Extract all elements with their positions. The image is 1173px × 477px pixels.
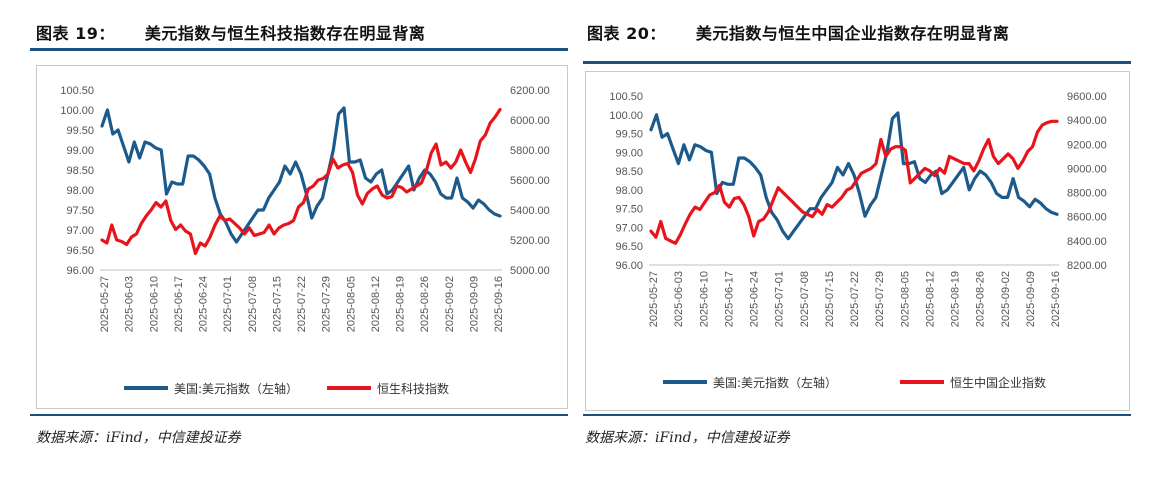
y-left-tick-label: 96.50: [66, 245, 94, 257]
legend-label: 恒生科技指数: [377, 381, 449, 396]
x-tick-label: 2025-06-24: [198, 276, 210, 332]
x-tick-label: 2025-08-26: [419, 276, 431, 332]
x-tick-label: 2025-07-29: [874, 271, 886, 327]
y-left-tick-label: 97.00: [615, 222, 643, 234]
hang-seng-index-line: [649, 119, 1059, 245]
x-tick-label: 2025-06-03: [673, 271, 685, 327]
y-right-tick-label: 9600.00: [1067, 91, 1107, 103]
y-right-tick-label: 9000.00: [1067, 163, 1107, 175]
chart-panel-right: 图表 20： 美元指数与恒生中国企业指数存在明显背离 100.50 100.00 99…: [583, 0, 1173, 477]
title-rule-right: [583, 61, 1131, 64]
figure-caption-right: 美元指数与恒生中国企业指数存在明显背离: [695, 24, 1010, 43]
y-right-tick-label: 9400.00: [1067, 115, 1107, 127]
x-tick-label: 2025-08-12: [370, 276, 382, 332]
x-tick-label: 2025-06-17: [173, 276, 185, 332]
figure-title-left: 图表 19： 美元指数与恒生科技指数存在明显背离: [36, 20, 425, 44]
y-right-tick-label: 8800.00: [1067, 188, 1107, 200]
y-right-tick-label: 8600.00: [1067, 212, 1107, 224]
y-left-tick-label: 98.50: [615, 166, 643, 178]
x-tick-label: 2025-07-15: [824, 271, 836, 327]
x-tick-label: 2025-07-08: [247, 276, 259, 332]
legend-label: 美国:美元指数（左轴）: [713, 375, 837, 390]
y-left-tick-label: 100.50: [609, 91, 643, 103]
x-tick-label: 2025-08-05: [899, 271, 911, 327]
y-left-tick-label: 97.50: [615, 204, 643, 216]
x-tick-label: 2025-07-29: [321, 276, 333, 332]
y-right-tick-label: 5400.00: [510, 205, 550, 217]
y-left-tick-label: 99.00: [66, 145, 94, 157]
y-right-tick-label: 6000.00: [510, 115, 550, 127]
hang-seng-index-line: [100, 107, 502, 256]
x-tick-label: 2025-09-02: [444, 276, 456, 332]
figure-caption-left: 美元指数与恒生科技指数存在明显背离: [144, 24, 426, 43]
x-tick-label: 2025-07-01: [222, 276, 234, 332]
x-tick-label: 2025-07-08: [799, 271, 811, 327]
y-right-tick-label: 8200.00: [1067, 260, 1107, 272]
y-left-tick-label: 98.00: [615, 185, 643, 197]
line-chart-left: 100.50 100.00 99.50 99.00 98.50 98.00 97.50 97.…: [60, 85, 550, 396]
x-tick-label: 2025-05-27: [99, 276, 111, 332]
source-note-left: 数据来源：iFind，中信建投证券: [36, 430, 241, 446]
x-tick-label: 2025-07-22: [849, 271, 861, 327]
y-left-tick-label: 96.00: [615, 260, 643, 272]
y-right-tick-label: 6200.00: [510, 85, 550, 97]
x-tick-label: 2025-09-09: [468, 276, 480, 332]
figure-title-right: 图表 20： 美元指数与恒生中国企业指数存在明显背离: [587, 20, 1009, 44]
x-tick-label: 2025-05-27: [648, 271, 660, 327]
y-left-tick-label: 97.50: [66, 205, 94, 217]
bottom-rule-right: [583, 414, 1131, 416]
y-left-tick-label: 98.00: [66, 185, 94, 197]
x-tick-label: 2025-09-02: [1000, 271, 1012, 327]
x-tick-label: 2025-09-09: [1025, 271, 1037, 327]
y-right-tick-label: 5800.00: [510, 145, 550, 157]
figure-number-right: 图表 20：: [587, 24, 666, 43]
line-chart-right: 100.50 100.00 99.50 99.00 98.50 98.00 97.50 97.…: [609, 91, 1107, 390]
y-left-tick-label: 100.00: [609, 110, 643, 122]
y-left-tick-label: 98.50: [66, 165, 94, 177]
x-tick-label: 2025-06-24: [749, 271, 761, 327]
x-tick-label: 2025-06-03: [124, 276, 136, 332]
x-tick-label: 2025-08-19: [950, 271, 962, 327]
y-left-tick-label: 97.00: [66, 225, 94, 237]
title-rule-left: [30, 48, 568, 51]
usd-index-line: [100, 106, 502, 244]
y-left-tick-label: 99.00: [615, 147, 643, 159]
y-left-tick-label: 100.00: [60, 105, 94, 117]
x-tick-label: 2025-07-22: [296, 276, 308, 332]
x-tick-label: 2025-09-16: [1050, 271, 1062, 327]
chart-frame-left: [36, 65, 568, 409]
y-left-tick-label: 100.50: [60, 85, 94, 97]
x-tick-label: 2025-08-12: [924, 271, 936, 327]
chart-panel-left: 图表 19： 美元指数与恒生科技指数存在明显背离 100.50 100.00 99.5…: [0, 0, 580, 477]
y-left-tick-label: 99.50: [66, 125, 94, 137]
x-tick-label: 2025-07-15: [271, 276, 283, 332]
x-tick-label: 2025-06-10: [148, 276, 160, 332]
y-left-tick-label: 96.00: [66, 265, 94, 277]
y-left-tick-label: 99.50: [615, 129, 643, 141]
y-right-tick-label: 8400.00: [1067, 236, 1107, 248]
bottom-rule-left: [30, 414, 568, 416]
figure-number-left: 图表 19：: [36, 24, 115, 43]
x-tick-label: 2025-07-01: [774, 271, 786, 327]
x-tick-label: 2025-09-16: [493, 276, 505, 332]
x-tick-label: 2025-08-19: [395, 276, 407, 332]
x-tick-label: 2025-08-05: [345, 276, 357, 332]
y-right-tick-label: 5600.00: [510, 175, 550, 187]
y-right-tick-label: 5200.00: [510, 235, 550, 247]
x-tick-label: 2025-08-26: [975, 271, 987, 327]
y-right-tick-label: 5000.00: [510, 265, 550, 277]
y-right-tick-label: 9200.00: [1067, 139, 1107, 151]
x-tick-label: 2025-06-10: [698, 271, 710, 327]
legend-label: 恒生中国企业指数: [950, 375, 1046, 390]
legend-label: 美国:美元指数（左轴）: [174, 381, 298, 396]
usd-index-line: [649, 111, 1059, 241]
y-left-tick-label: 96.50: [615, 241, 643, 253]
source-note-right: 数据来源：iFind，中信建投证券: [585, 430, 790, 446]
x-tick-label: 2025-06-17: [723, 271, 735, 327]
